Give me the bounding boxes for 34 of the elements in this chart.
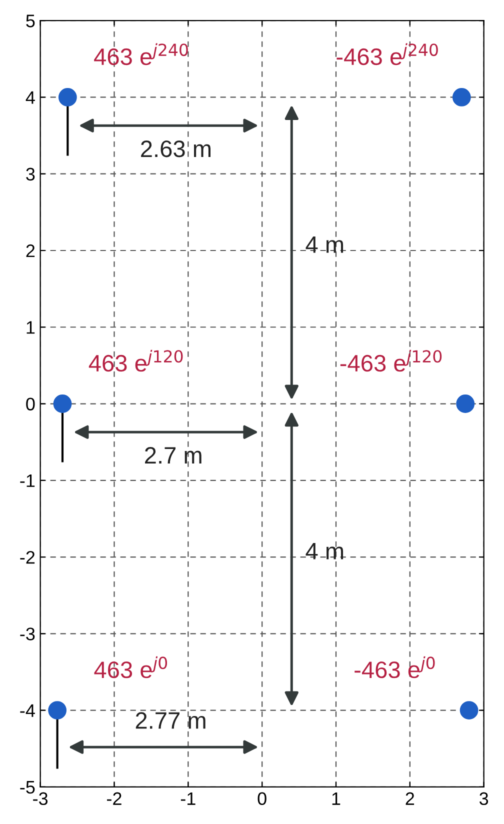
annotation: 463 e$^{j240}$	[94, 43, 188, 66]
y-tick-label: 3	[26, 168, 35, 181]
point	[48, 701, 67, 720]
point	[456, 394, 475, 413]
y-tick-label: 1	[26, 321, 35, 334]
x-tick-label: 3	[480, 792, 488, 806]
point	[53, 394, 72, 413]
annotation: 4 m	[306, 236, 344, 253]
annotation: -463 e$^{j240}$	[336, 43, 438, 66]
y-tick-label: -2	[20, 550, 35, 564]
x-tick-label: 1	[332, 792, 340, 805]
annotation: 2.77 m	[136, 712, 206, 729]
point	[58, 88, 77, 106]
annotation: 2.7 m	[145, 447, 202, 464]
y-tick-label: 5	[26, 14, 35, 28]
y-tick-label: -3	[20, 628, 35, 640]
annotation: 2.63 m	[141, 140, 210, 158]
x-tick-label: 2	[406, 792, 414, 805]
annotation: 463 e$^{j0}$	[94, 656, 168, 678]
annotation: 4 m	[306, 543, 344, 560]
y-tick-label: -1	[20, 474, 35, 487]
point	[460, 701, 478, 720]
x-tick-label: -2	[107, 792, 122, 805]
point	[452, 88, 471, 106]
y-tick-label: -4	[20, 704, 35, 717]
y-tick-label: 0	[26, 398, 35, 410]
annotation: -463 e$^{j120}$	[340, 350, 442, 372]
x-tick-label: 0	[258, 792, 266, 806]
y-tick-label: -5	[20, 781, 35, 794]
x-tick-label: -1	[180, 792, 196, 805]
y-tick-label: 2	[26, 244, 35, 258]
y-tick-label: 4	[26, 91, 35, 104]
annotation: 463 e$^{j120}$	[88, 350, 183, 372]
annotation: -463 e$^{j0}$	[354, 656, 435, 678]
